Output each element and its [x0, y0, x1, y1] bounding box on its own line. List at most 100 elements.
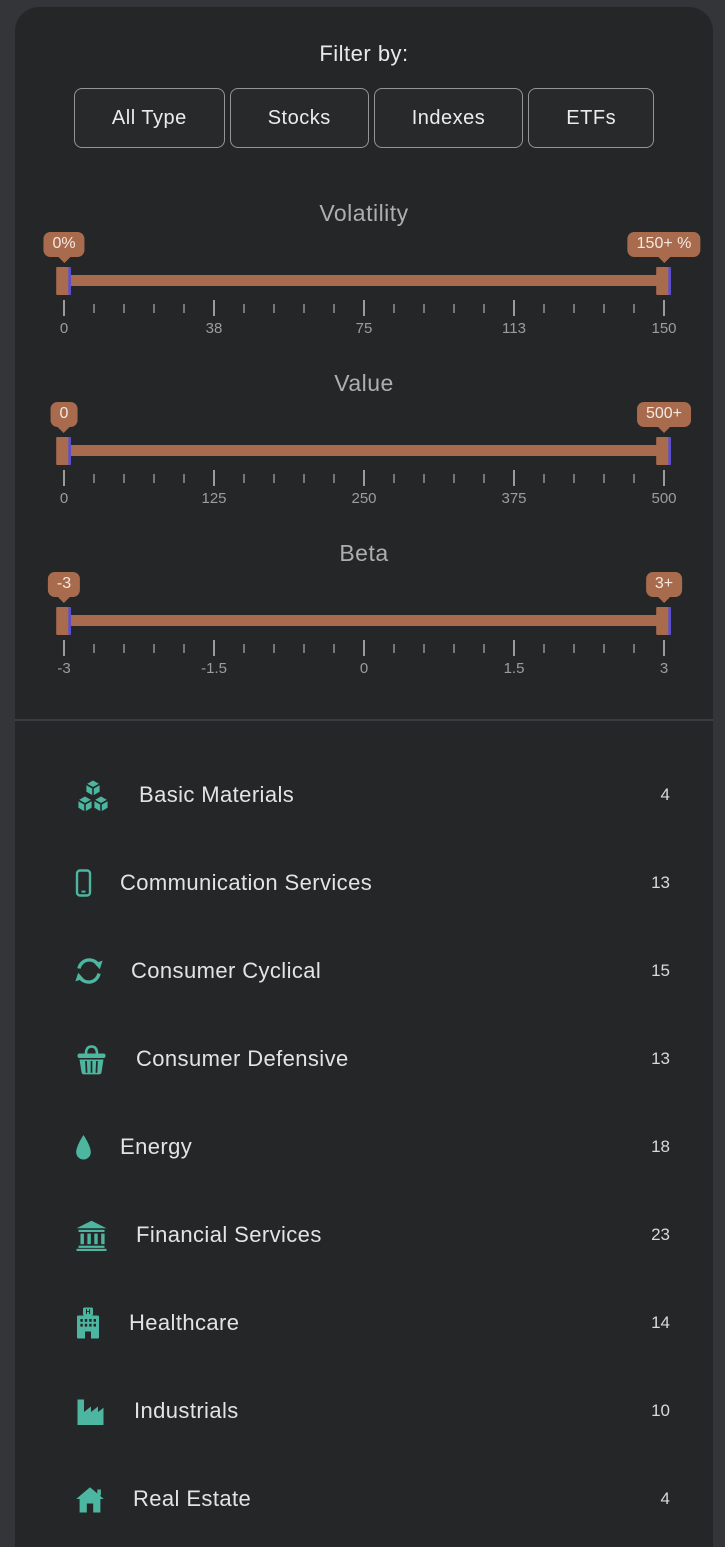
tick-marks — [63, 470, 665, 487]
sector-count: 14 — [651, 1313, 670, 1332]
track-bar — [64, 445, 664, 456]
filter-buttons: All Type Stocks Indexes ETFs — [15, 88, 713, 148]
track-bar — [64, 275, 664, 286]
tick-mark — [573, 304, 575, 313]
slider-widget: 0 500+ 0 125 250 375 500 — [50, 402, 692, 510]
tick-mark — [93, 304, 95, 313]
sector-row-communication-services[interactable]: Communication Services 13 — [75, 839, 670, 927]
slider-title: Volatility — [319, 200, 409, 226]
tick-label: 113 — [502, 320, 526, 337]
sliders: Volatility 0% 150+ % 0 38 75 113 150 Value 0 500+ 0… — [15, 148, 713, 680]
tick-mark — [423, 304, 425, 313]
sector-row-industrials[interactable]: Industrials 10 — [75, 1367, 670, 1455]
sector-count: 23 — [651, 1225, 670, 1244]
refresh-icon — [75, 957, 103, 985]
tick-mark — [543, 304, 545, 313]
tick-mark — [93, 644, 95, 653]
droplet-icon — [75, 1134, 92, 1161]
slider-widget: -3 3+ -3 -1.5 0 1.5 3 — [47, 572, 683, 680]
sector-row-healthcare[interactable]: H Healthcare 14 — [75, 1279, 670, 1367]
sector-row-energy[interactable]: Energy 18 — [75, 1103, 670, 1191]
tick-mark — [393, 304, 395, 313]
section-divider — [15, 719, 713, 721]
tick-mark — [333, 474, 335, 483]
tick-mark — [603, 304, 605, 313]
tick-mark — [333, 644, 335, 653]
tick-mark — [453, 644, 455, 653]
tick-mark — [483, 474, 485, 483]
tick-mark — [393, 474, 395, 483]
sector-label: Real Estate — [133, 1486, 252, 1511]
max-value-tooltip: 150+ % — [627, 232, 701, 257]
sector-row-consumer-defensive[interactable]: Consumer Defensive 13 — [75, 1015, 670, 1103]
tick-mark — [663, 470, 665, 486]
tick-mark — [363, 300, 365, 316]
slider-title: Beta — [339, 540, 389, 566]
tick-mark — [423, 474, 425, 483]
tick-mark — [603, 644, 605, 653]
sector-count: 10 — [651, 1401, 670, 1420]
tick-mark — [213, 470, 215, 486]
sector-label: Industrials — [134, 1398, 239, 1423]
tick-mark — [483, 304, 485, 313]
factory-icon — [75, 1397, 106, 1425]
tick-mark — [153, 474, 155, 483]
sector-count: 18 — [651, 1137, 670, 1156]
max-handle[interactable] — [656, 607, 672, 635]
tick-mark — [663, 640, 665, 656]
bank-icon — [75, 1220, 108, 1251]
tick-mark — [243, 474, 245, 483]
tick-mark — [543, 644, 545, 653]
sector-count: 4 — [660, 1489, 670, 1508]
sector-row-real-estate[interactable]: Real Estate 4 — [75, 1455, 670, 1543]
tick-label: 1.5 — [503, 660, 525, 677]
slider-track[interactable] — [56, 267, 672, 295]
sector-label: Basic Materials — [139, 782, 295, 807]
min-handle[interactable] — [56, 267, 72, 295]
tick-mark — [303, 474, 305, 483]
tick-label: -3 — [57, 660, 71, 677]
tick-labels: 0 125 250 375 500 — [60, 490, 677, 510]
tick-mark — [63, 470, 65, 486]
sector-label: Energy — [120, 1134, 193, 1159]
max-handle[interactable] — [656, 267, 672, 295]
min-handle[interactable] — [56, 437, 72, 465]
slider-title: Value — [334, 370, 394, 396]
tick-label: 150 — [651, 320, 677, 337]
filter-button-stocks[interactable]: Stocks — [229, 88, 369, 148]
min-value-tooltip: 0% — [43, 232, 85, 257]
sector-row-basic-materials[interactable]: Basic Materials 4 — [75, 751, 670, 839]
sector-label: Healthcare — [129, 1310, 240, 1335]
sector-row-consumer-cyclical[interactable]: Consumer Cyclical 15 — [75, 927, 670, 1015]
tick-mark — [123, 474, 125, 483]
tick-mark — [93, 474, 95, 483]
tick-mark — [273, 304, 275, 313]
tick-mark — [243, 644, 245, 653]
tick-mark — [633, 304, 635, 313]
sector-label: Consumer Defensive — [136, 1046, 349, 1071]
tick-mark — [573, 474, 575, 483]
max-value-tooltip: 500+ — [636, 402, 692, 427]
min-handle[interactable] — [56, 607, 72, 635]
tick-mark — [273, 474, 275, 483]
tick-mark — [183, 644, 185, 653]
tick-mark — [513, 300, 515, 316]
tick-label: 0 — [59, 320, 69, 337]
tick-mark — [243, 304, 245, 313]
tick-mark — [633, 474, 635, 483]
sector-row-financial-services[interactable]: Financial Services 23 — [75, 1191, 670, 1279]
tick-label: 375 — [501, 490, 527, 507]
filter-button-all-type[interactable]: All Type — [73, 88, 225, 148]
max-handle[interactable] — [656, 437, 672, 465]
tick-mark — [183, 474, 185, 483]
slider-track[interactable] — [56, 607, 672, 635]
tick-mark — [513, 470, 515, 486]
filter-button-etfs[interactable]: ETFs — [528, 88, 655, 148]
tick-labels: 0 38 75 113 150 — [60, 320, 677, 340]
tick-label: 0 — [359, 660, 369, 677]
filter-button-indexes[interactable]: Indexes — [373, 88, 524, 148]
slider-track[interactable] — [56, 437, 672, 465]
sector-label: Consumer Cyclical — [131, 958, 322, 983]
sector-count: 13 — [651, 873, 670, 892]
tick-mark — [483, 644, 485, 653]
